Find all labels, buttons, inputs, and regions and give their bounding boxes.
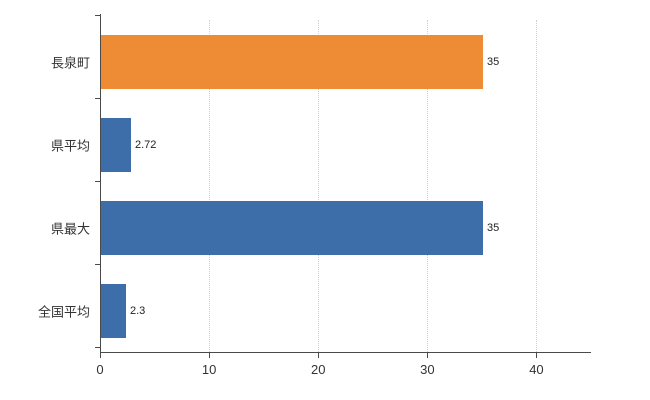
bar xyxy=(101,35,483,89)
bar xyxy=(101,284,126,338)
x-axis-tick xyxy=(536,353,538,358)
value-label: 35 xyxy=(487,56,500,68)
category-label: 全国平均 xyxy=(37,304,90,320)
gridline xyxy=(318,20,320,352)
x-tick-label: 0 xyxy=(96,362,104,377)
y-axis-tick xyxy=(95,98,100,99)
bar xyxy=(101,118,131,172)
gridline xyxy=(427,20,429,352)
y-axis-tick xyxy=(95,347,100,348)
x-axis-tick xyxy=(209,353,211,358)
gridline xyxy=(536,20,538,352)
x-axis-tick xyxy=(427,353,429,358)
x-axis-line xyxy=(100,352,591,353)
value-label: 2.72 xyxy=(135,139,157,151)
value-label: 35 xyxy=(487,222,500,234)
bar xyxy=(101,201,483,255)
x-axis-tick xyxy=(100,353,101,358)
category-label: 県平均 xyxy=(50,138,90,154)
y-axis-tick xyxy=(95,264,100,265)
gridline xyxy=(209,20,211,352)
x-tick-label: 40 xyxy=(529,362,544,377)
category-label: 県最大 xyxy=(50,221,90,237)
y-axis-tick xyxy=(95,15,100,16)
x-tick-label: 20 xyxy=(310,362,326,377)
value-label: 2.3 xyxy=(130,305,146,317)
x-tick-label: 10 xyxy=(201,362,217,377)
x-axis-tick xyxy=(318,353,320,358)
y-axis-tick xyxy=(95,181,100,182)
category-label: 長泉町 xyxy=(50,55,90,71)
y-axis-line xyxy=(100,14,101,353)
x-tick-label: 30 xyxy=(420,362,435,377)
